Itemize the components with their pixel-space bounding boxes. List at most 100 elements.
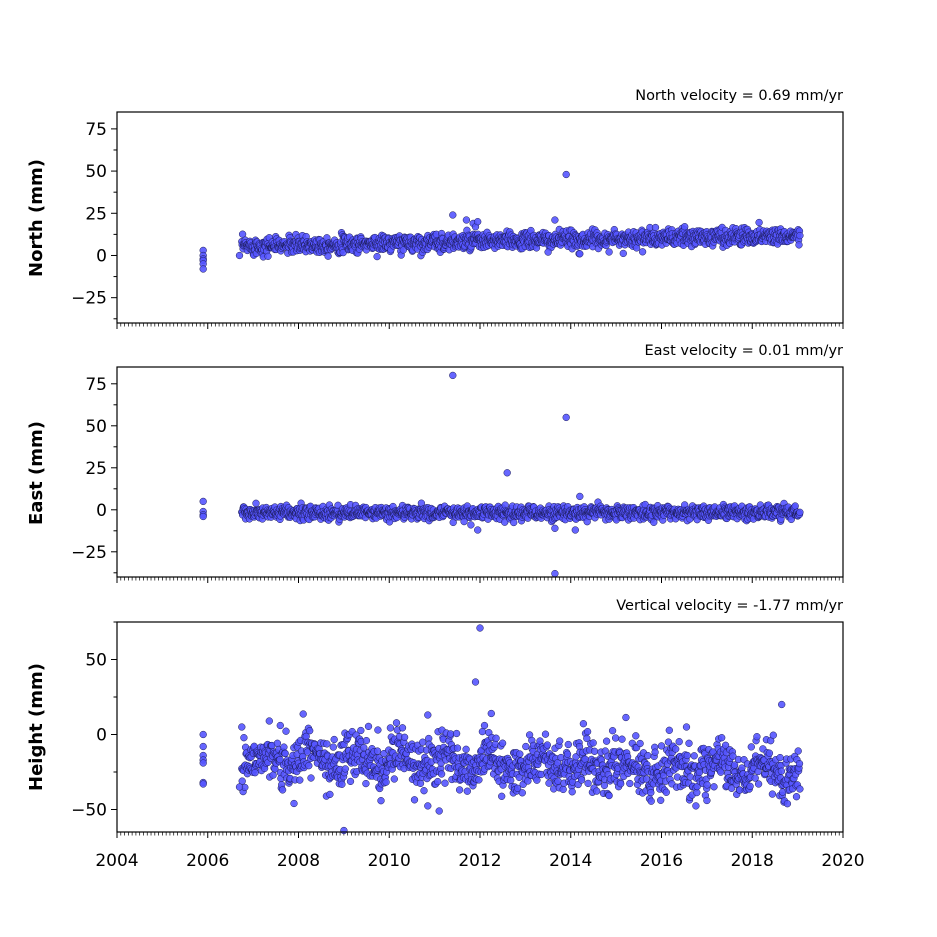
height-data-point <box>441 779 449 787</box>
x-tick-label: 2020 <box>821 851 864 871</box>
north-y-tick-label: 50 <box>85 162 107 182</box>
height-data-point <box>475 776 483 784</box>
east-x-ticks <box>116 577 844 583</box>
height-data-point <box>662 788 670 796</box>
east-y-tick-label: 75 <box>85 375 107 395</box>
height-data-point <box>651 748 659 756</box>
height-data-point <box>559 785 567 794</box>
height-data-point <box>710 783 718 791</box>
height-data-point <box>424 802 432 810</box>
height-outlier-point <box>340 826 348 835</box>
x-tick-label: 2014 <box>549 851 592 871</box>
height-data-point <box>692 802 700 810</box>
x-tick-label: 2006 <box>186 851 229 871</box>
height-data-point <box>437 770 446 778</box>
east-outlier-point <box>449 371 457 380</box>
height-data-point <box>362 736 371 745</box>
east-outlier-point <box>199 497 207 506</box>
height-outlier-point <box>471 678 480 686</box>
height-data-point <box>518 789 526 797</box>
x-tick-label: 2018 <box>731 851 774 871</box>
height-data-point <box>453 744 462 752</box>
height-data-point <box>323 740 331 748</box>
height-outlier-point <box>374 726 382 734</box>
height-outlier-point <box>487 709 495 718</box>
east-data-points <box>199 371 804 578</box>
height-data-point <box>281 749 289 758</box>
east-outlier-point <box>576 492 584 501</box>
height-data-point <box>400 733 409 741</box>
height-outlier-point <box>238 723 246 731</box>
north-data-points <box>199 170 804 273</box>
east-data-point <box>510 518 518 527</box>
height-data-point <box>644 751 652 760</box>
north-outlier-point <box>462 216 471 224</box>
height-data-point <box>563 750 572 758</box>
height-data-point <box>647 797 655 805</box>
height-data-point <box>278 786 287 794</box>
height-data-point <box>776 753 784 762</box>
north-panel: North velocity = 0.69 mm/yr North (mm) −… <box>26 88 844 329</box>
height-data-point <box>410 796 419 804</box>
east-outlier-point <box>551 524 559 532</box>
height-data-point <box>265 717 273 725</box>
north-outlier-point <box>474 218 482 226</box>
height-data-point <box>675 738 683 746</box>
height-data-point <box>665 726 673 734</box>
height-data-point <box>305 762 313 770</box>
height-data-point <box>364 722 373 731</box>
height-data-point <box>326 790 334 799</box>
height-data-point <box>452 729 461 738</box>
height-data-point <box>584 779 592 788</box>
north-outlier-point <box>235 251 244 260</box>
x-axis-tick-labels: 2004 2006 2008 2010 2012 2014 2016 2018 2020 <box>95 851 864 871</box>
height-data-point <box>346 777 355 786</box>
height-y-ticks: −50 0 50 <box>71 621 117 821</box>
north-data-point <box>324 252 332 260</box>
height-data-point <box>419 738 427 746</box>
height-data-point <box>564 740 572 749</box>
height-data-point <box>626 779 634 788</box>
height-data-point <box>686 773 694 781</box>
x-tick-label: 2012 <box>458 851 501 871</box>
east-data-point <box>791 502 799 510</box>
height-data-point <box>769 731 777 739</box>
height-data-point <box>605 791 613 800</box>
east-outlier-point <box>562 413 570 422</box>
height-data-point <box>796 785 804 793</box>
height-data-point <box>329 743 337 751</box>
height-data-point <box>362 779 370 788</box>
height-data-point <box>589 739 597 747</box>
height-data-point <box>478 727 487 736</box>
height-data-point <box>498 739 507 747</box>
height-outlier-point <box>703 796 711 805</box>
height-data-point <box>416 779 425 788</box>
height-outlier-point <box>199 730 207 739</box>
height-data-point <box>754 780 763 788</box>
x-tick-label: 2004 <box>95 851 138 871</box>
height-y-tick-label: 50 <box>85 651 107 671</box>
height-outlier-point <box>276 721 284 730</box>
height-data-point <box>768 790 777 798</box>
height-data-point <box>590 747 599 755</box>
north-outlier-point <box>562 170 570 179</box>
height-data-point <box>251 769 259 777</box>
height-data-point <box>543 741 551 749</box>
height-outlier-point <box>424 711 432 719</box>
height-data-point <box>783 800 792 808</box>
height-data-point <box>420 787 428 795</box>
x-tick-label: 2016 <box>640 851 683 871</box>
height-data-point <box>282 727 290 735</box>
east-data-point <box>252 499 260 507</box>
height-data-point <box>463 787 471 795</box>
height-outlier-point <box>778 700 786 709</box>
north-y-tick-label: 0 <box>96 246 107 266</box>
height-outlier-point <box>682 723 691 731</box>
height-data-point <box>703 781 711 789</box>
height-data-point <box>747 743 755 751</box>
height-data-point <box>556 737 564 745</box>
east-outlier-point <box>467 521 475 529</box>
north-y-ticks: −25 0 25 50 75 <box>71 120 117 320</box>
height-data-point <box>392 719 401 727</box>
